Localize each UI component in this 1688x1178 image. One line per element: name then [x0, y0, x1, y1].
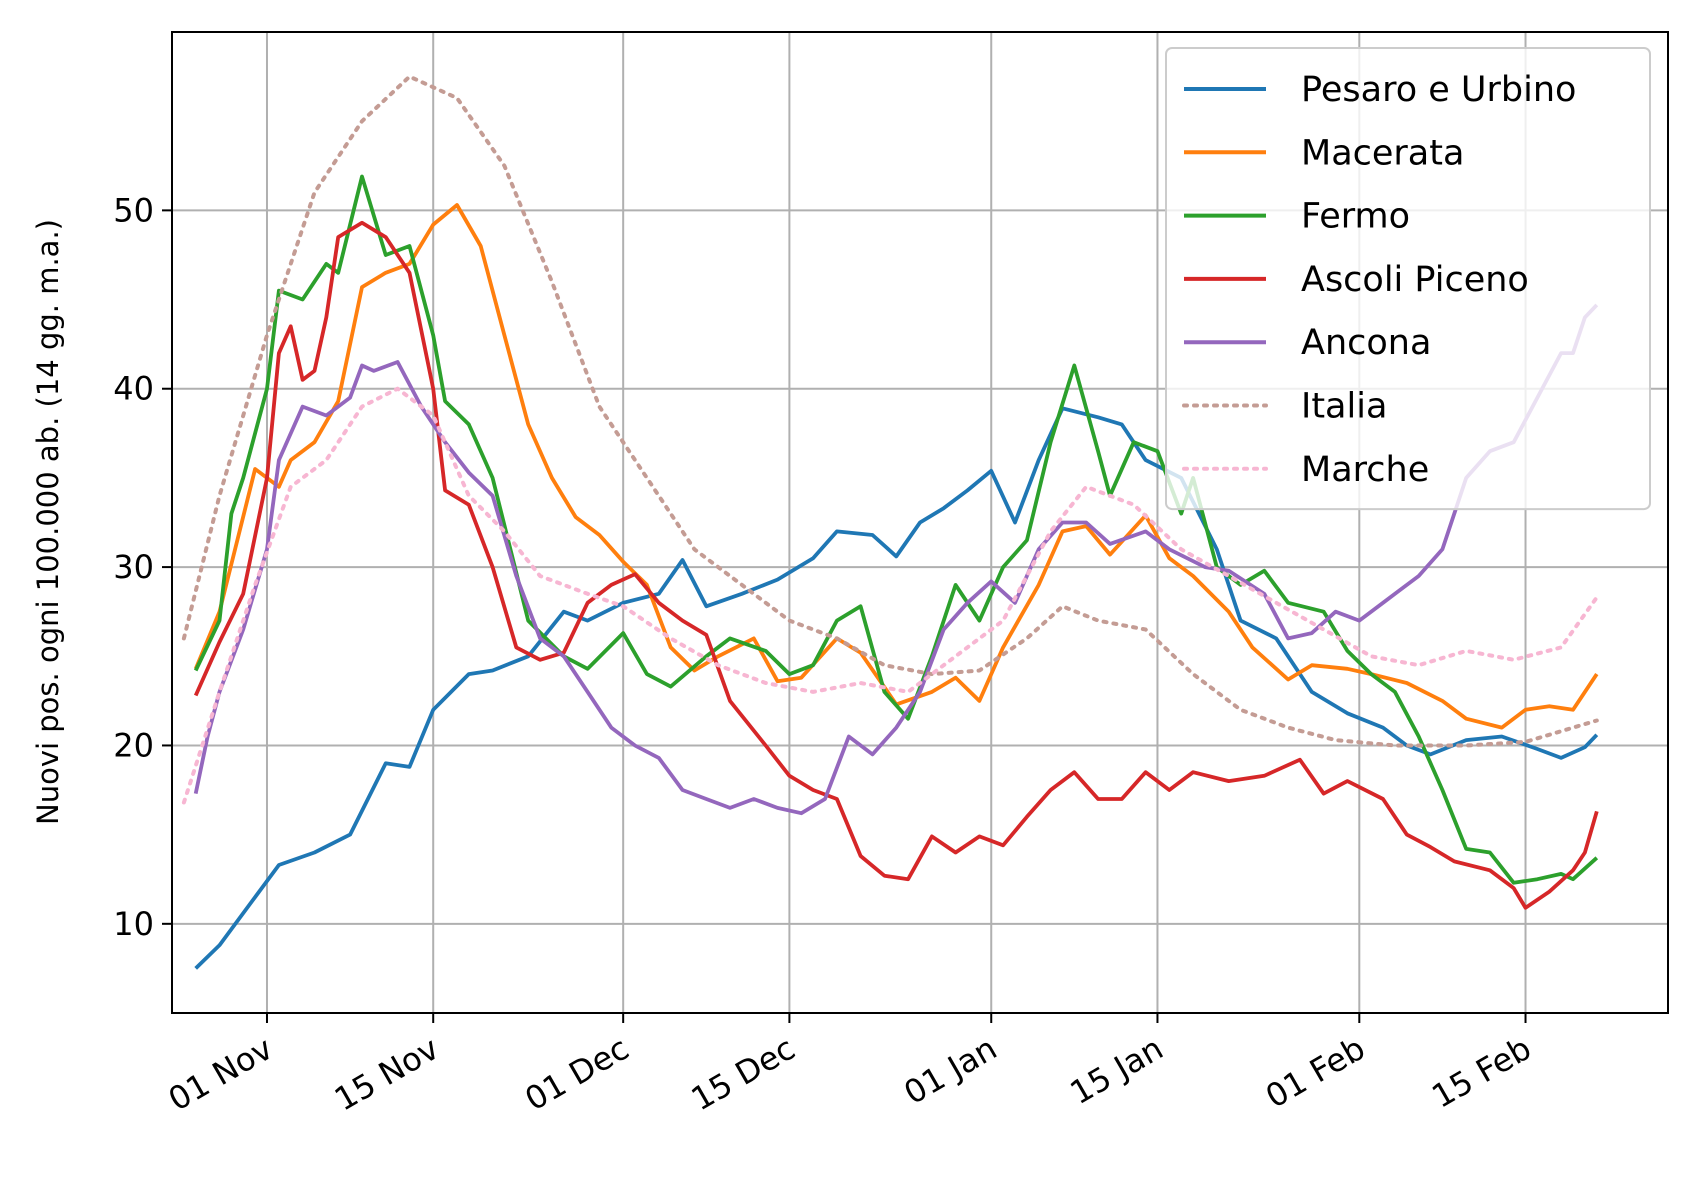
series-line-ancona — [193, 303, 1599, 816]
series-lines — [181, 74, 1599, 970]
y-tick-label: 30 — [113, 548, 154, 586]
legend-label: Pesaro e Urbino — [1301, 70, 1576, 110]
legend-label: Ancona — [1301, 323, 1431, 363]
y-tick-label: 10 — [113, 905, 154, 943]
y-tick-label: 20 — [113, 726, 154, 764]
plot-frame — [171, 31, 1669, 1014]
series-line-marche — [181, 386, 1599, 805]
series-line-fermo — [193, 174, 1599, 885]
legend-label: Macerata — [1301, 133, 1464, 173]
legend-label: Fermo — [1301, 197, 1410, 237]
legend: Pesaro e Urbino Macerata Fermo Ascoli Picen… — [1165, 47, 1651, 511]
series-line-pesaro-e-urbino — [194, 406, 1599, 970]
y-tick-label: 50 — [113, 191, 154, 229]
legend-label: Marche — [1301, 450, 1429, 490]
y-axis-label: Nuovi pos. ogni 100.000 ab. (14 gg. m.a.… — [31, 219, 65, 825]
y-tick-label: 40 — [113, 370, 154, 408]
legend-label: Ascoli Piceno — [1301, 260, 1529, 300]
series-line-italia — [181, 74, 1599, 748]
legend-label: Italia — [1301, 387, 1387, 427]
series-line-ascoli-piceno — [193, 220, 1599, 910]
legend-box — [1165, 47, 1651, 511]
